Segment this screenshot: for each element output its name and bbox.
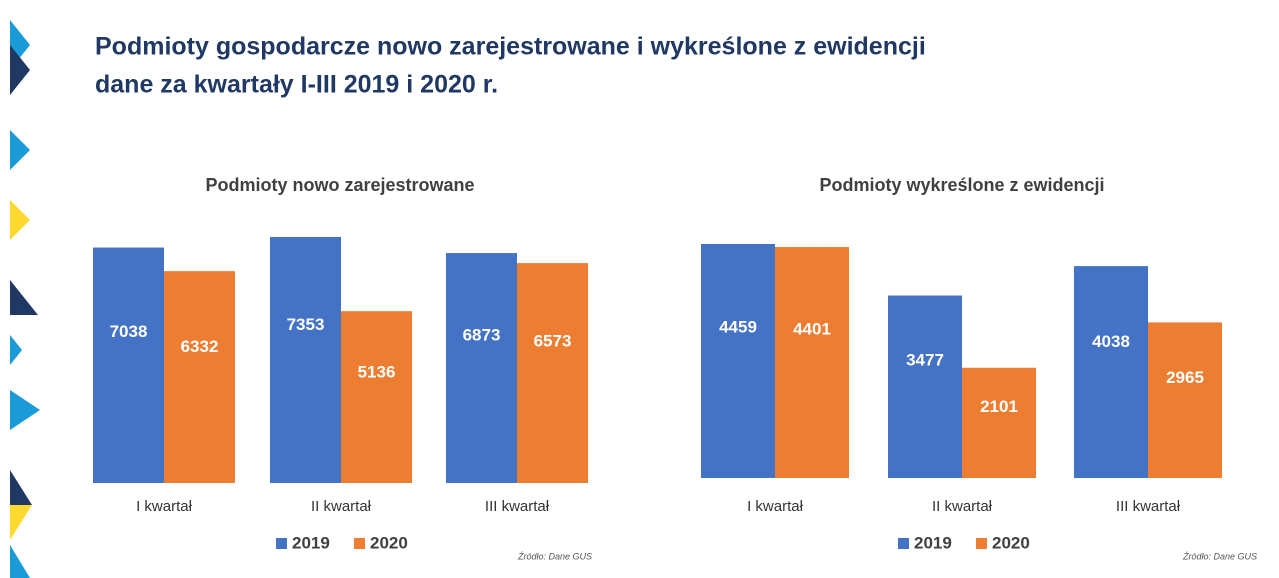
bar — [962, 367, 1036, 478]
decoration — [10, 20, 40, 578]
bar — [446, 253, 517, 483]
legend-swatch — [354, 538, 365, 549]
x-tick-label: I kwartał — [747, 498, 804, 515]
legend-label: 2019 — [914, 533, 952, 552]
page-subtitle: dane za kwartały I-III 2019 i 2020 r. — [95, 71, 498, 99]
bar — [341, 311, 412, 483]
x-tick-label: I kwartał — [136, 498, 193, 515]
data-label: 7038 — [110, 322, 148, 341]
data-label: 5136 — [358, 363, 396, 382]
bar — [701, 244, 775, 478]
legend-swatch — [898, 538, 909, 549]
data-label: 6873 — [463, 325, 501, 344]
bar — [164, 271, 235, 483]
legend-label: 2020 — [370, 533, 408, 552]
data-label: 6332 — [181, 337, 219, 356]
legend-swatch — [976, 538, 987, 549]
page-title: Podmioty gospodarcze nowo zarejestrowane… — [95, 33, 926, 61]
source-note: Źródło: Dane GUS — [1182, 551, 1257, 561]
data-label: 7353 — [287, 315, 325, 334]
data-label: 4459 — [719, 318, 757, 337]
x-tick-label: III kwartał — [485, 498, 550, 515]
x-tick-label: II kwartał — [311, 498, 372, 515]
data-label: 4038 — [1092, 332, 1130, 351]
chart-title: Podmioty nowo zarejestrowane — [205, 175, 474, 195]
legend-swatch — [276, 538, 287, 549]
bar — [270, 237, 341, 483]
bar — [93, 247, 164, 483]
data-label: 2101 — [980, 397, 1018, 416]
legend-label: 2020 — [992, 533, 1030, 552]
data-label: 3477 — [906, 351, 944, 370]
source-note: Źródło: Dane GUS — [517, 551, 592, 561]
x-tick-label: II kwartał — [932, 498, 993, 515]
bar — [888, 295, 962, 478]
data-label: 6573 — [534, 332, 572, 351]
bar — [517, 263, 588, 483]
data-label: 2965 — [1166, 368, 1204, 387]
legend-label: 2019 — [292, 533, 330, 552]
bar — [1074, 266, 1148, 478]
bar — [1148, 322, 1222, 478]
chart-title: Podmioty wykreślone z ewidencji — [819, 175, 1104, 195]
bar — [775, 247, 849, 478]
data-label: 4401 — [793, 320, 831, 339]
x-tick-label: III kwartał — [1116, 498, 1181, 515]
